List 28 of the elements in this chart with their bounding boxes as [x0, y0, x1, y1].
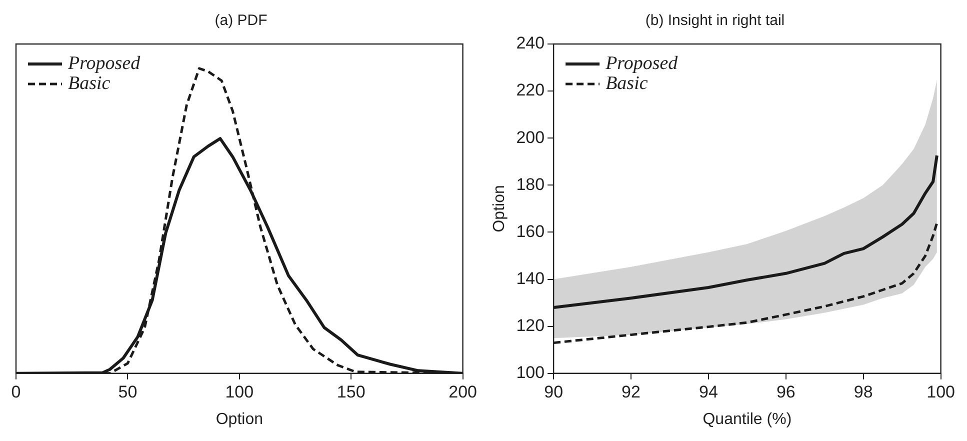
x-tick-label: 94	[699, 382, 718, 402]
x-tick-label: 150	[336, 382, 366, 402]
y-tick-label: 100	[516, 363, 545, 382]
legend-label: Basic	[606, 73, 648, 94]
y-axis-title: Option	[491, 185, 508, 232]
y-tick-label: 180	[516, 174, 545, 194]
x-tick-label: 90	[544, 382, 564, 402]
y-tick-label: 240	[516, 34, 545, 53]
x-tick-label: 200	[448, 382, 478, 402]
x-tick-label: 50	[118, 382, 138, 402]
x-axis-title: Option	[216, 410, 263, 428]
legend-label: Proposed	[604, 53, 678, 74]
x-tick-label: 0	[11, 382, 21, 402]
chart-title: (b) Insight in right tail	[645, 12, 785, 30]
y-tick-label: 200	[516, 128, 545, 147]
x-tick-label: 98	[854, 382, 873, 402]
y-tick-label: 220	[516, 80, 545, 100]
x-tick-label: 100	[926, 382, 956, 402]
chart-title: (a) PDF	[214, 12, 268, 30]
legend-label: Basic	[68, 73, 111, 94]
x-tick-label: 96	[776, 382, 796, 402]
y-tick-label: 160	[516, 222, 545, 241]
legend-label: Proposed	[67, 53, 141, 74]
y-tick-label: 140	[516, 268, 545, 288]
x-tick-label: 100	[225, 382, 254, 402]
x-axis-title: Quantile (%)	[702, 410, 792, 428]
y-tick-label: 120	[516, 316, 545, 336]
x-tick-label: 92	[622, 382, 640, 402]
